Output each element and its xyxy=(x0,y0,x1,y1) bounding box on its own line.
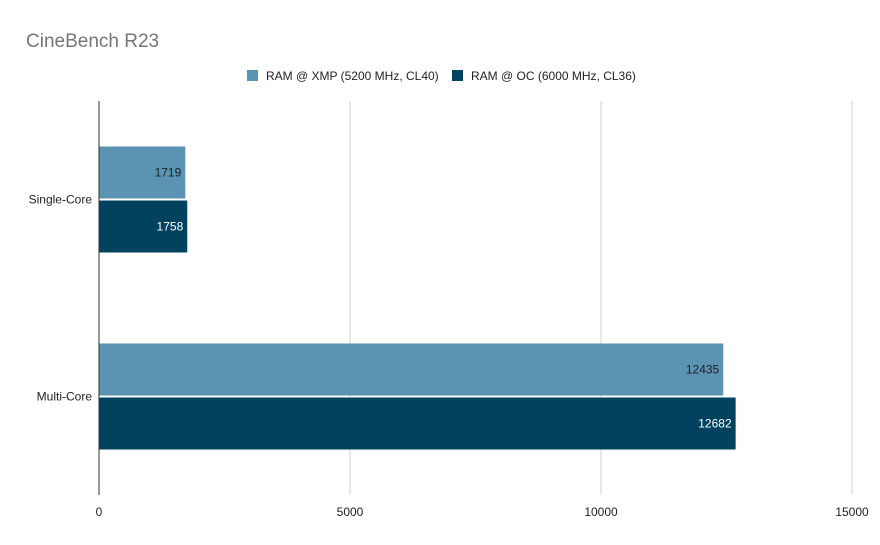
data-labels: 1719 1758 12435 12682 xyxy=(155,166,732,431)
chart-title: CineBench R23 xyxy=(26,31,159,52)
bars xyxy=(99,146,736,450)
data-label: 12435 xyxy=(686,363,720,377)
data-label: 1758 xyxy=(157,220,184,234)
legend-swatch-oc xyxy=(452,70,463,81)
bar xyxy=(99,146,186,199)
legend-label-oc: RAM @ OC (6000 MHz, CL36) xyxy=(471,69,636,83)
legend-swatch-xmp xyxy=(247,70,258,81)
y-axis: Single-Core Multi-Core xyxy=(29,101,100,495)
data-label: 1719 xyxy=(155,166,182,180)
x-tick-label: 5000 xyxy=(337,505,364,519)
x-tick-label: 15000 xyxy=(835,505,869,519)
category-label: Single-Core xyxy=(29,193,93,207)
x-tick-label: 10000 xyxy=(584,505,618,519)
x-axis-ticks: 0 5000 10000 15000 xyxy=(96,505,869,519)
legend-label-xmp: RAM @ XMP (5200 MHz, CL40) xyxy=(266,69,439,83)
x-tick-label: 0 xyxy=(96,505,103,519)
bar xyxy=(99,343,724,396)
bar xyxy=(99,200,188,253)
data-label: 12682 xyxy=(698,417,732,431)
legend: RAM @ XMP (5200 MHz, CL40) RAM @ OC (600… xyxy=(247,69,636,83)
category-label: Multi-Core xyxy=(37,390,93,404)
bar xyxy=(99,397,736,450)
